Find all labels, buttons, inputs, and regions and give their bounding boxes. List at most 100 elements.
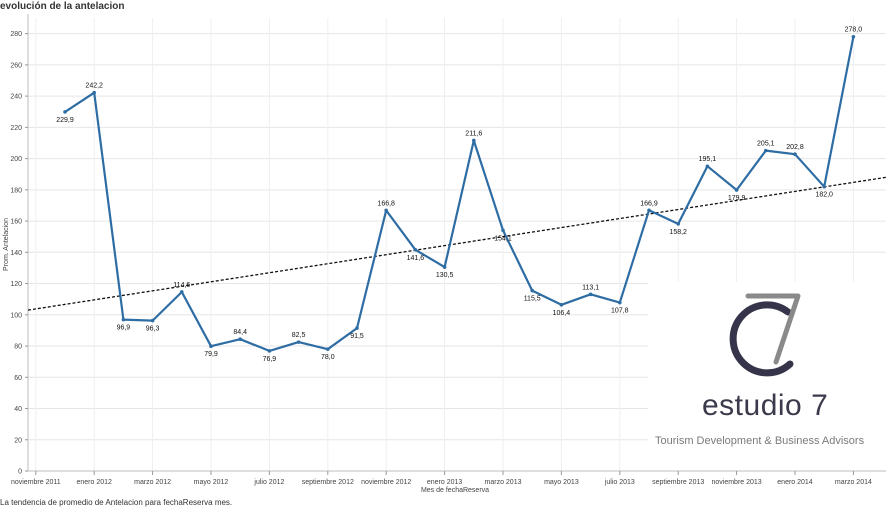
data-label: 113,1	[582, 284, 599, 291]
x-axis-label: Mes de fechaReserva	[421, 487, 489, 494]
data-label: 242,2	[85, 83, 103, 90]
x-tick-label: septiembre 2013	[652, 479, 704, 486]
data-point	[793, 152, 797, 157]
y-tick-label: 200	[10, 156, 22, 163]
logo-mark-icon	[729, 293, 801, 377]
x-tick-label: marzo 2013	[485, 479, 522, 486]
data-point	[238, 337, 242, 341]
y-axis-ticks: 0 20 40 60 80 100 120 140 160 180 200 220 240 260 280	[10, 31, 28, 476]
data-point	[180, 290, 184, 294]
y-tick-label: 20	[14, 437, 22, 444]
y-tick-label: 180	[10, 187, 22, 194]
data-labels: 229,9 242,2 96,9 96,3 114,6 79,9 84,4 76,9 82,5 7…	[56, 27, 862, 363]
y-tick-label: 240	[10, 94, 22, 101]
data-label: 205,1	[757, 141, 775, 148]
data-label: 130,5	[436, 272, 454, 279]
data-label: 154,1	[494, 235, 512, 242]
x-tick-label: enero 2012	[76, 479, 112, 486]
x-tick-label: marzo 2012	[134, 479, 171, 486]
data-label: 106,4	[553, 310, 571, 317]
series-line	[64, 36, 855, 352]
data-label: 96,9	[117, 325, 131, 332]
chart-title: evolución de la antelacion	[0, 1, 125, 12]
y-tick-label: 100	[10, 312, 22, 319]
y-tick-label: 280	[10, 31, 22, 38]
y-tick-label: 60	[14, 375, 22, 382]
x-tick-label: enero 2014	[777, 479, 813, 486]
x-tick-label: mayo 2013	[544, 479, 579, 486]
data-point	[822, 184, 826, 189]
data-label: 229,9	[56, 117, 74, 124]
data-point	[92, 90, 96, 95]
data-point	[296, 340, 301, 344]
data-point	[209, 344, 213, 348]
data-point	[63, 110, 67, 114]
data-point	[734, 188, 739, 192]
data-label: 79,9	[204, 351, 218, 358]
y-tick-label: 220	[10, 125, 22, 132]
x-tick-label: mayo 2012	[194, 479, 229, 486]
data-label: 114,6	[173, 282, 190, 289]
data-point	[355, 326, 359, 330]
x-tick-label: julio 2012	[253, 479, 284, 486]
data-point	[326, 347, 330, 351]
data-point	[413, 248, 418, 252]
y-tick-label: 260	[10, 62, 22, 69]
data-point	[267, 349, 272, 353]
series-points	[63, 34, 856, 353]
data-point	[442, 265, 447, 269]
logo-tagline: Tourism Development & Business Advisors	[655, 435, 865, 447]
data-point	[384, 208, 389, 213]
data-point	[647, 208, 651, 213]
data-point	[472, 138, 476, 143]
data-label: 115,5	[524, 296, 541, 303]
y-tick-label: 80	[14, 344, 22, 351]
data-label: 182,0	[815, 192, 833, 199]
y-tick-label: 160	[10, 219, 22, 226]
data-label: 84,4	[233, 329, 247, 336]
x-tick-label: noviembre 2013	[711, 479, 761, 486]
data-label: 78,0	[321, 354, 335, 361]
data-point	[705, 164, 710, 169]
data-point	[559, 302, 564, 307]
y-tick-label: 40	[14, 406, 22, 413]
data-label: 96,3	[146, 326, 160, 333]
data-label: 141,6	[407, 255, 425, 262]
data-point	[618, 300, 622, 305]
data-label: 166,9	[640, 200, 658, 207]
data-label: 82,5	[292, 332, 306, 339]
data-point	[588, 292, 593, 297]
y-axis-label: Prom. Antelacion	[3, 218, 10, 271]
data-point	[851, 34, 856, 39]
watermark-logo	[648, 282, 886, 470]
data-label: 278,0	[845, 27, 863, 34]
x-tick-label: julio 2013	[604, 479, 635, 486]
logo-name: estudio 7	[702, 389, 829, 422]
data-point	[150, 318, 155, 323]
y-tick-label: 120	[10, 281, 22, 288]
data-label: 158,2	[669, 229, 687, 236]
series-lines	[64, 36, 855, 352]
x-tick-label: noviembre 2012	[361, 479, 411, 486]
y-tick-label: 140	[10, 250, 22, 257]
x-tick-label: noviembre 2011	[11, 479, 61, 486]
data-label: 211,6	[465, 130, 482, 137]
footnote: La tendencia de promedio de Antelacion p…	[0, 498, 233, 507]
data-label: 166,8	[377, 200, 395, 207]
x-tick-label: enero 2013	[427, 479, 463, 486]
x-tick-label: marzo 2014	[835, 479, 872, 486]
x-tick-label: septiembre 2012	[302, 479, 354, 486]
x-axis-ticks: noviembre 2011 enero 2012 marzo 2012 mayo 2…	[11, 471, 872, 486]
data-label: 91,5	[350, 333, 364, 340]
data-point	[501, 228, 505, 233]
y-tick-label: 0	[18, 469, 22, 476]
data-point	[676, 222, 680, 226]
data-point	[764, 148, 768, 153]
data-label: 202,8	[786, 144, 804, 151]
data-point	[121, 317, 126, 322]
data-label: 76,9	[263, 356, 277, 363]
data-point	[530, 288, 534, 293]
data-label: 195,1	[699, 156, 717, 163]
data-label: 179,9	[728, 195, 746, 202]
data-label: 107,8	[611, 308, 629, 315]
